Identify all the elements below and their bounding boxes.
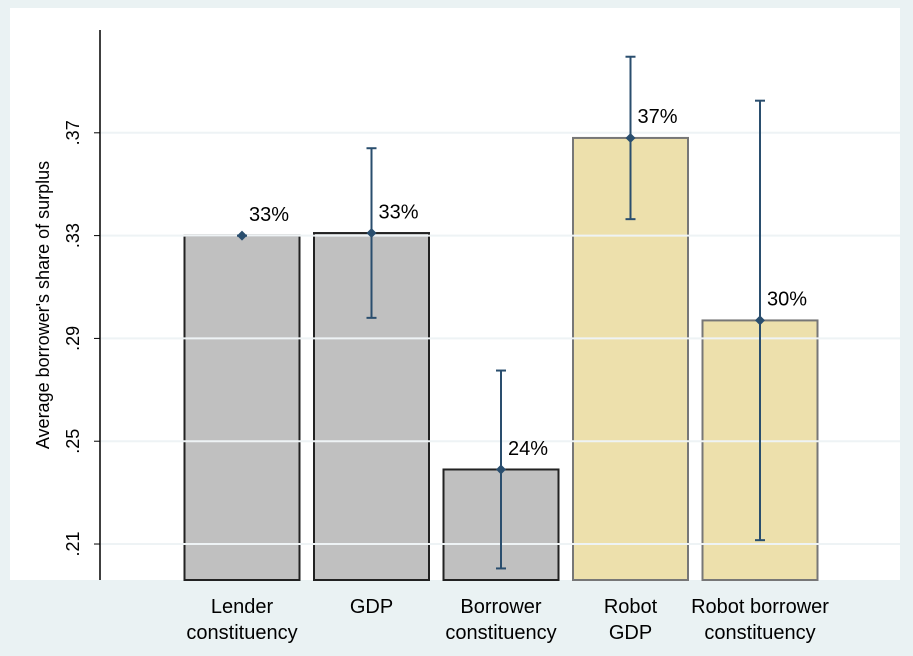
value-label: 24% xyxy=(508,438,548,460)
mean-point xyxy=(237,230,247,241)
y-tick-label: .29 xyxy=(63,326,83,351)
bar xyxy=(183,234,301,581)
value-label: 33% xyxy=(379,201,419,223)
x-tick-label: Robot GDP xyxy=(603,596,658,644)
y-tick-label: .21 xyxy=(63,532,83,557)
y-axis-label: Average borrower's share of surplus xyxy=(33,161,53,449)
mean-point xyxy=(755,315,765,326)
x-tick-label: Borrower constituency xyxy=(445,596,557,644)
y-tick-label: .25 xyxy=(63,429,83,454)
x-tick-label: Lender constituency xyxy=(186,596,298,644)
y-tick-label: .37 xyxy=(63,120,83,145)
y-tick-label: .33 xyxy=(63,223,83,248)
x-tick-label: GDP xyxy=(349,596,394,618)
mean-point xyxy=(625,132,636,143)
x-tick-label: Robot borrower constituency xyxy=(691,596,829,644)
value-label: 33% xyxy=(249,204,289,226)
value-label: 30% xyxy=(767,289,807,311)
value-label: 37% xyxy=(638,106,678,128)
mean-point xyxy=(366,228,377,239)
mean-point xyxy=(496,464,506,475)
